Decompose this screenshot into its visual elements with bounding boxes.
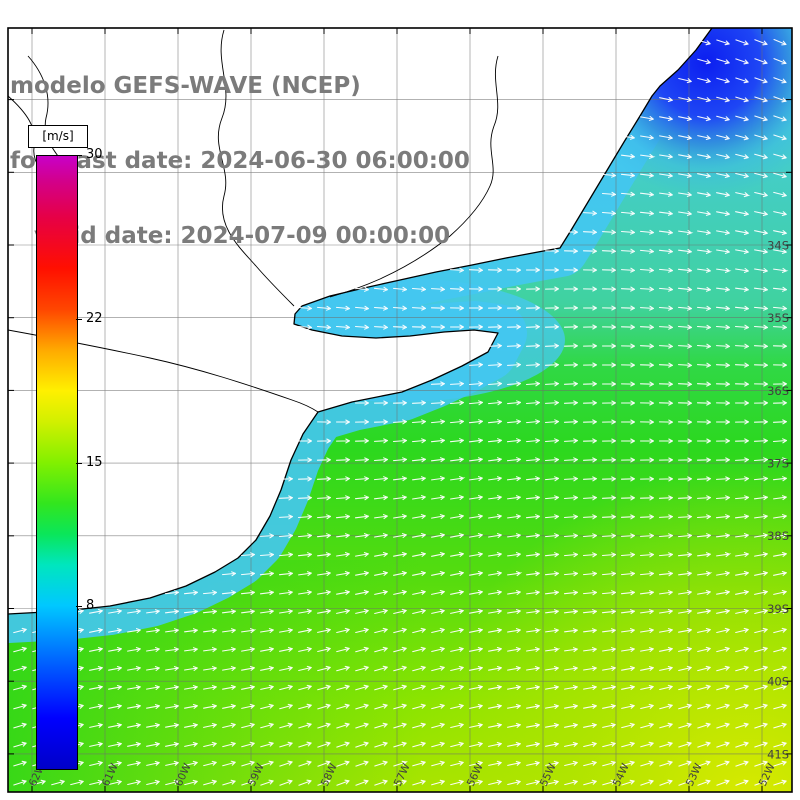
coastline (7, 27, 713, 615)
colorbar-tick-mark (76, 462, 82, 464)
lat-label: 41S (767, 747, 789, 761)
lat-label: 37S (767, 457, 789, 471)
colorbar-unit-label: [m/s] (28, 125, 88, 148)
lat-label: 36S (767, 384, 789, 398)
model-title: modelo GEFS-WAVE (NCEP) (10, 73, 361, 99)
parana-river (217, 29, 295, 307)
colorbar-tick-mark (76, 319, 82, 320)
graticule-grid (8, 28, 792, 792)
wind-arrows (13, 38, 789, 786)
lat-label: 38S (767, 529, 789, 543)
valid-date-line: valid date: 2024-07-09 00:00:00 (10, 223, 451, 249)
border-ticks (8, 28, 792, 792)
lat-label: 35S (767, 311, 789, 325)
colorbar-tick-label: 22 (86, 311, 103, 326)
colorbar-tick-label: 15 (86, 454, 103, 470)
lat-label: 39S (767, 602, 789, 616)
uruguay-river (329, 55, 499, 298)
colorbar-tick-label: 8 (86, 598, 95, 613)
lat-label: 40S (767, 675, 789, 689)
forecast-date-line: forecast date: 2024-06-30 06:00:00 (10, 148, 470, 174)
map-titles: modelo GEFS-WAVE (NCEP) forecast date: 2… (10, 24, 470, 299)
colorbar-gradient (36, 155, 78, 770)
colorbar-tick-label: 30 (86, 147, 103, 162)
colorbar-tick-mark (76, 155, 82, 156)
lat-label: 34S (767, 238, 789, 252)
latitude-labels: 34S 35S 36S 37S 38S 39S 40S 41S (767, 238, 789, 761)
colorbar-tick-mark (76, 606, 82, 607)
map-border (7, 27, 793, 793)
river-stream-1 (27, 55, 67, 167)
